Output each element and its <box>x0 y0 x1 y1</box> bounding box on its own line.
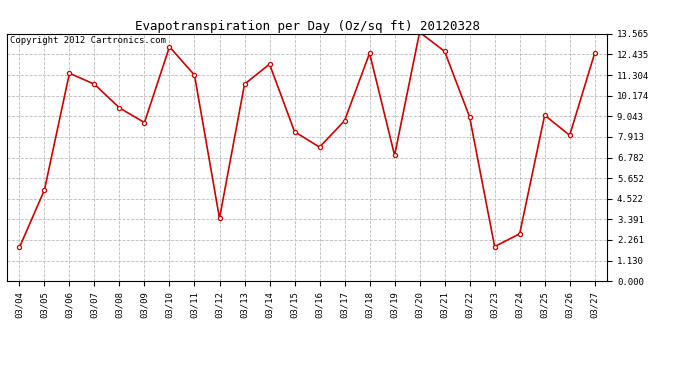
Text: Copyright 2012 Cartronics.com: Copyright 2012 Cartronics.com <box>10 36 166 45</box>
Title: Evapotranspiration per Day (Oz/sq ft) 20120328: Evapotranspiration per Day (Oz/sq ft) 20… <box>135 20 480 33</box>
